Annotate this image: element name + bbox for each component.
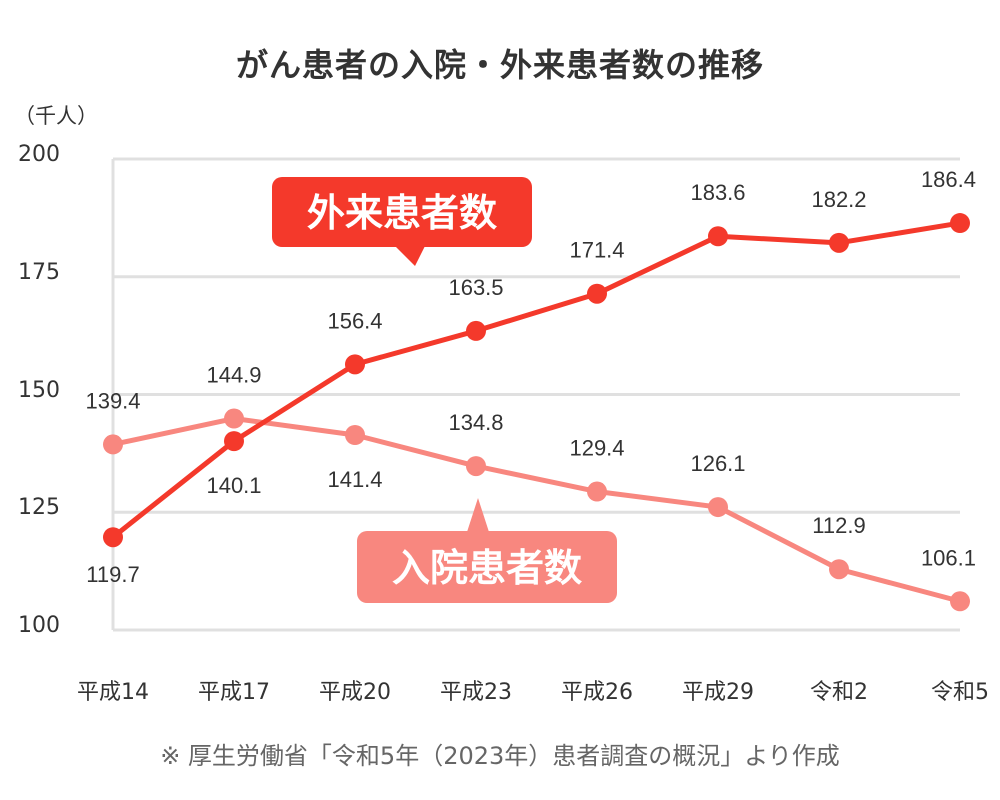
gridlines [111,157,960,632]
inpatient-callout: 入院患者数 [357,498,617,603]
inpatient-value-label: 112.9 [812,513,865,538]
inpatient-callout-label: 入院患者数 [392,546,582,590]
y-tick-label: 100 [18,613,60,638]
outpatient-data-point [224,431,244,452]
outpatient-data-point [587,283,607,304]
inpatient-value-label: 126.1 [690,451,745,476]
inpatient-value-label: 129.4 [569,436,624,461]
inpatient-data-point [950,591,970,612]
x-tick-label: 平成26 [561,680,633,705]
series-lines [103,213,970,612]
y-tick-label: 125 [18,495,60,521]
inpatient-data-point [587,481,607,502]
y-axis-unit-label: （千人） [14,104,98,128]
x-tick-label: 平成23 [440,680,512,705]
outpatient-data-point [708,226,728,247]
inpatient-data-point [466,456,486,477]
chart-title: がん患者の入院・外来患者数の推移 [235,46,764,84]
inpatient-data-point [345,425,365,446]
inpatient-value-label: 144.9 [206,363,261,388]
outpatient-value-label: 182.2 [811,187,866,212]
x-tick-label: 平成17 [198,680,270,705]
outpatient-value-label: 140.1 [206,473,261,498]
outpatient-line [111,220,961,540]
x-tick-label: 令和5 [931,680,989,705]
inpatient-data-point [224,408,244,429]
inpatient-data-point [829,559,849,580]
outpatient-data-point [950,213,970,234]
outpatient-value-label: 171.4 [569,238,624,263]
inpatient-value-label: 141.4 [327,467,382,492]
x-tick-label: 平成14 [77,680,149,705]
inpatient-value-label: 139.4 [85,388,140,413]
inpatient-line [112,416,961,604]
inpatient-value-label: 106.1 [921,545,976,570]
outpatient-data-point [829,232,849,253]
outpatient-data-point [345,354,365,375]
inpatient-data-point [708,497,728,518]
outpatient-callout: 外来患者数 [272,177,532,266]
outpatient-data-point [466,320,486,341]
inpatient-value-label: 134.8 [448,410,503,435]
x-tick-label: 令和2 [810,680,868,705]
y-tick-label: 175 [18,259,60,285]
y-tick-label: 150 [18,377,60,403]
data-labels: 139.4 144.9 141.4 134.8 129.4 126.1 112.9 106.1… [85,167,976,587]
outpatient-callout-label: 外来患者数 [307,191,497,235]
outpatient-value-label: 156.4 [327,308,382,333]
source-note: ※ 厚生労働省「令和5年（2023年）患者調査の概況」より作成 [160,742,840,770]
outpatient-value-label: 119.7 [86,562,139,587]
outpatient-value-label: 163.5 [448,275,503,300]
y-tick-label: 200 [18,142,60,167]
outpatient-value-label: 183.6 [690,180,745,205]
inpatient-data-point [103,434,123,455]
x-tick-label: 平成29 [682,680,754,705]
outpatient-data-point [103,527,123,548]
outpatient-value-label: 186.4 [921,167,976,192]
x-tick-label: 平成20 [319,680,391,705]
